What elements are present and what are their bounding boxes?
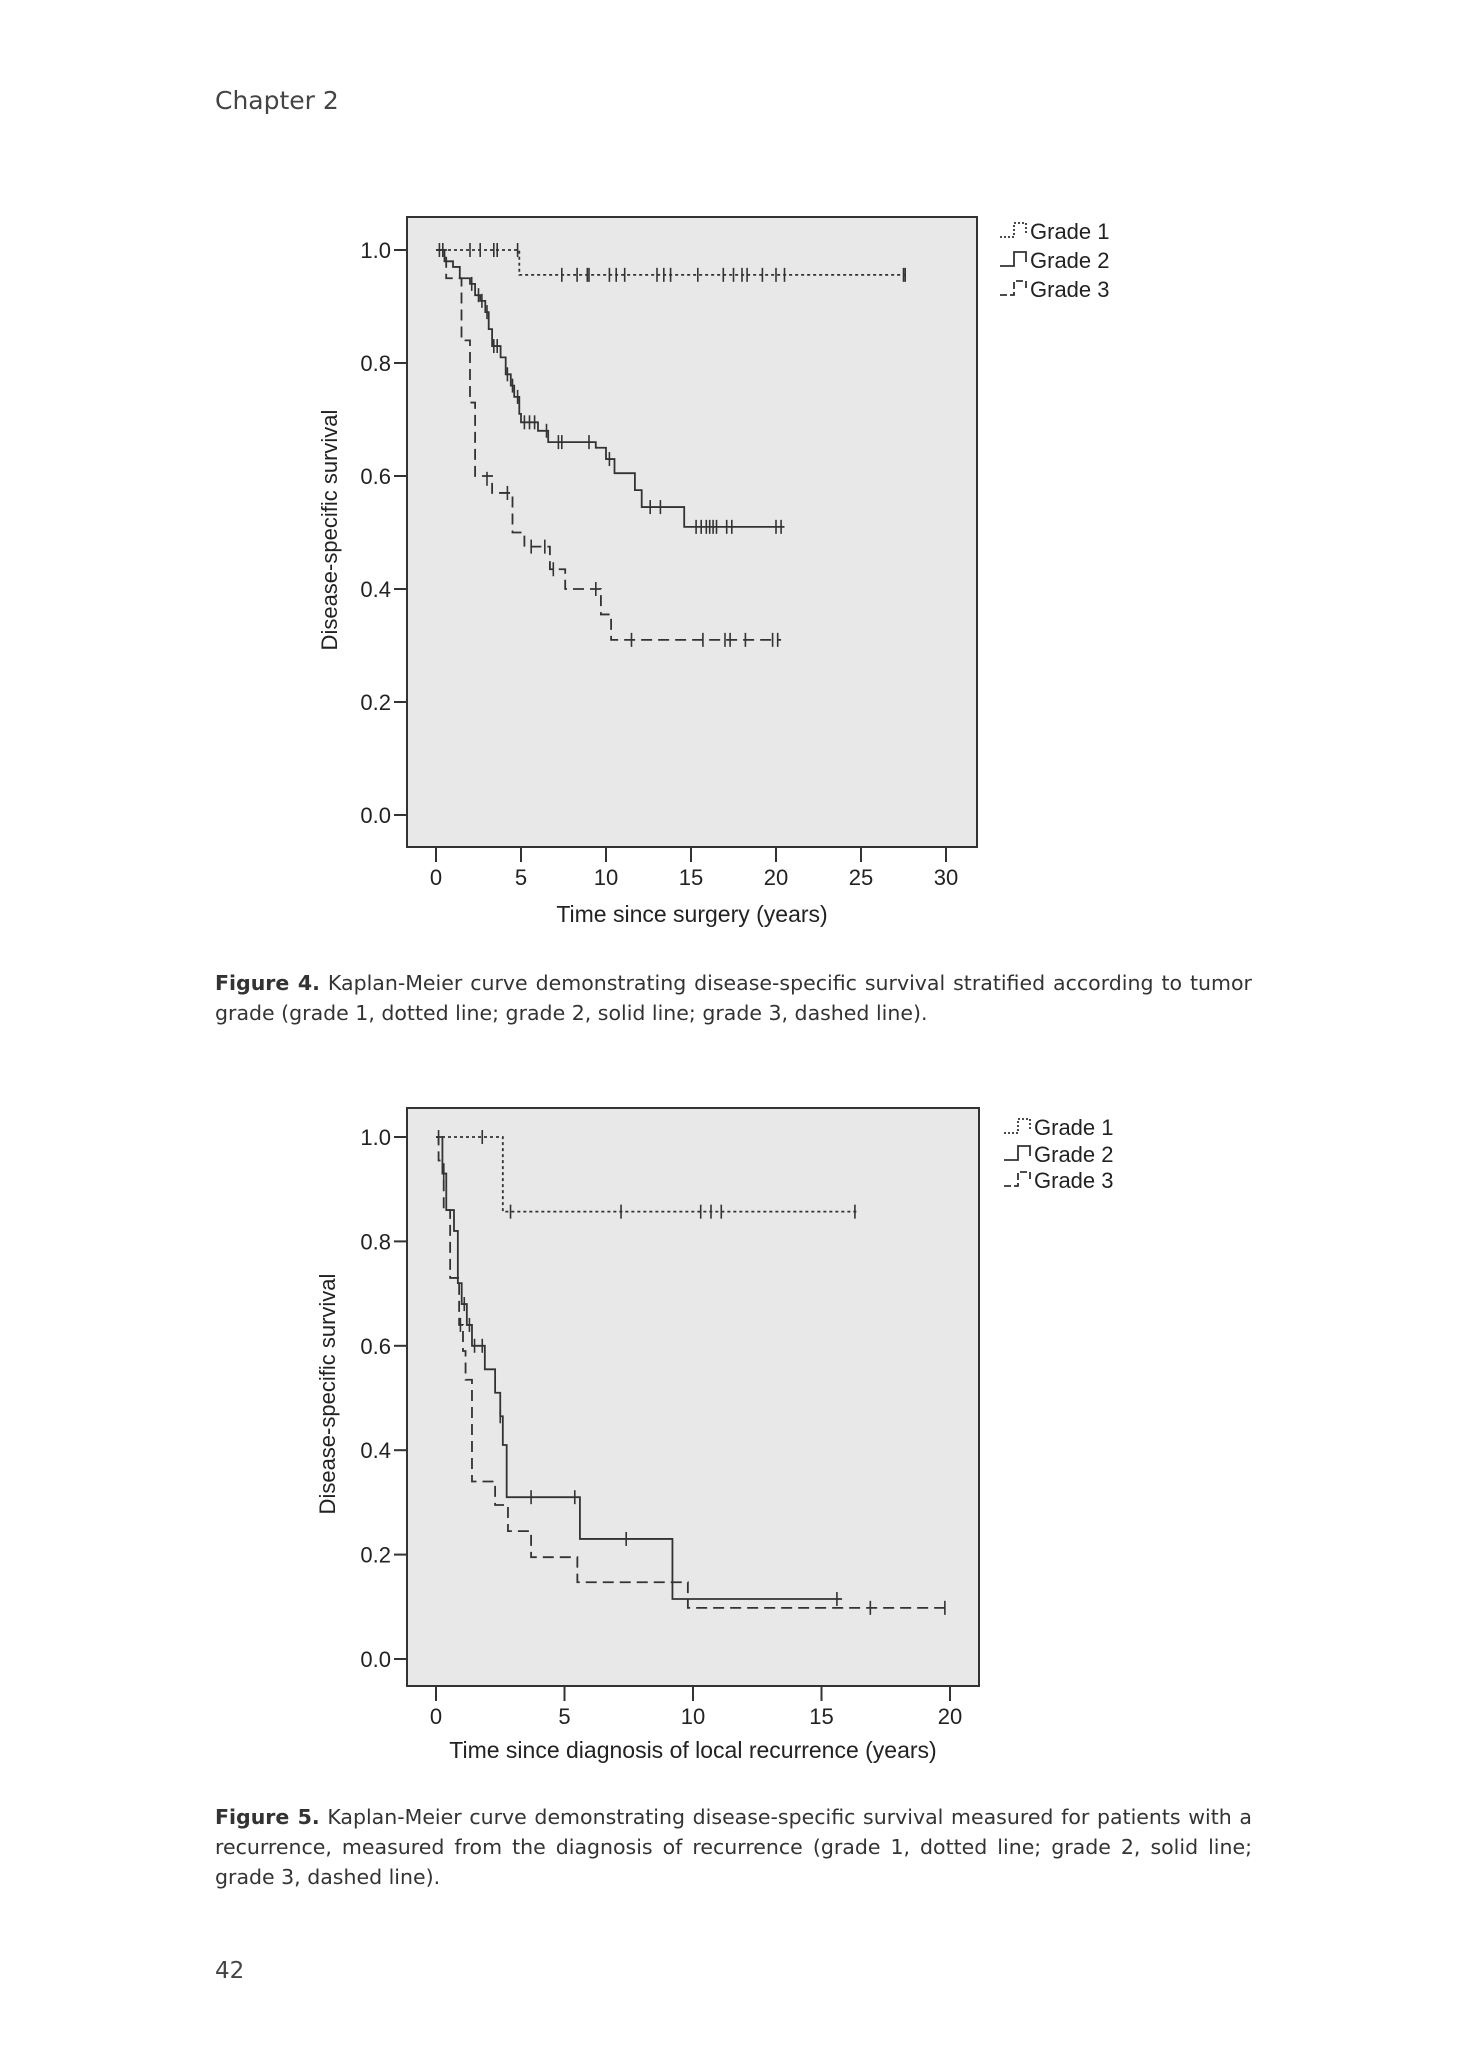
- figure-4-label: Figure 4.: [215, 971, 320, 995]
- y-tick-label: 0.4: [360, 577, 391, 602]
- series-grade-2: [436, 249, 785, 534]
- x-tick-label: 0: [430, 1704, 442, 1729]
- legend-symbol-icon: [1000, 222, 1027, 238]
- x-tick-label: 5: [558, 1704, 570, 1729]
- figure-5-label: Figure 5.: [215, 1805, 320, 1829]
- y-tick-label: 0.0: [360, 803, 391, 828]
- x-tick-label: 20: [764, 865, 788, 890]
- legend-symbol-icon: [1000, 251, 1027, 267]
- x-tick-label: 25: [849, 865, 873, 890]
- legend-label: Grade 1: [1034, 1115, 1114, 1140]
- legend-label: Grade 2: [1030, 248, 1110, 273]
- legend-label: Grade 3: [1030, 277, 1110, 302]
- y-tick-label: 0.8: [360, 1229, 391, 1254]
- x-axis-title: Time since surgery (years): [556, 901, 827, 927]
- chart-1: 0.0 0.2 0.4 0.6 0.8 1.0 0 5 10 15 20 25 30 Time since…: [317, 216, 1110, 927]
- legend-label: Grade 2: [1034, 1142, 1114, 1167]
- legend-label: Grade 3: [1034, 1168, 1114, 1193]
- survival-curve: [436, 1136, 948, 1609]
- figure-4-caption: Figure 4. Kaplan-Meier curve demonstrati…: [215, 968, 1252, 1028]
- y-tick-label: 1.0: [360, 238, 391, 263]
- x-tick-label: 30: [934, 865, 958, 890]
- x-tick-label: 0: [430, 865, 442, 890]
- y-tick-label: 0.4: [360, 1438, 391, 1463]
- y-tick-label: 0.2: [360, 1543, 391, 1568]
- x-tick-label: 20: [938, 1704, 962, 1729]
- legend-symbol-icon: [1004, 1118, 1031, 1134]
- figure-4-caption-text: Kaplan-Meier curve demonstrating disease…: [215, 971, 1252, 1025]
- y-tick-label: 0.8: [360, 351, 391, 376]
- y-axis-title: Disease-specific survival: [315, 1274, 340, 1515]
- survival-curve: [436, 249, 906, 276]
- series-grade-1: [436, 243, 907, 282]
- figure-5-caption: Figure 5. Kaplan-Meier curve demonstrati…: [215, 1802, 1252, 1892]
- y-tick-label: 1.0: [360, 1125, 391, 1150]
- x-tick-label: 10: [681, 1704, 705, 1729]
- survival-curve: [436, 1136, 858, 1213]
- survival-curve: [436, 249, 785, 528]
- x-tick-label: 15: [809, 1704, 833, 1729]
- legend-label: Grade 1: [1030, 219, 1110, 244]
- page-number: 42: [215, 1958, 245, 1984]
- y-tick-label: 0.6: [360, 464, 391, 489]
- y-tick-label: 0.0: [360, 1647, 391, 1672]
- survival-curve: [436, 249, 782, 641]
- x-tick-label: 10: [594, 865, 618, 890]
- legend-symbol-icon: [1004, 1145, 1031, 1161]
- legend-symbol-icon: [1000, 280, 1027, 296]
- x-tick-label: 15: [679, 865, 703, 890]
- x-axis-title: Time since diagnosis of local recurrence…: [449, 1737, 936, 1763]
- figure-5-caption-text: Kaplan-Meier curve demonstrating disease…: [215, 1805, 1252, 1889]
- legend-symbol-icon: [1004, 1171, 1031, 1187]
- x-tick-label: 5: [515, 865, 527, 890]
- y-axis-title: Disease-specific survival: [317, 410, 342, 651]
- survival-curve: [436, 1136, 843, 1600]
- y-tick-label: 0.6: [360, 1334, 391, 1359]
- running-head: Chapter 2: [215, 86, 339, 115]
- series-grade-3: [436, 1136, 948, 1615]
- series-grade-3: [436, 249, 782, 647]
- y-tick-label: 0.2: [360, 690, 391, 715]
- plot-area: [406, 216, 978, 848]
